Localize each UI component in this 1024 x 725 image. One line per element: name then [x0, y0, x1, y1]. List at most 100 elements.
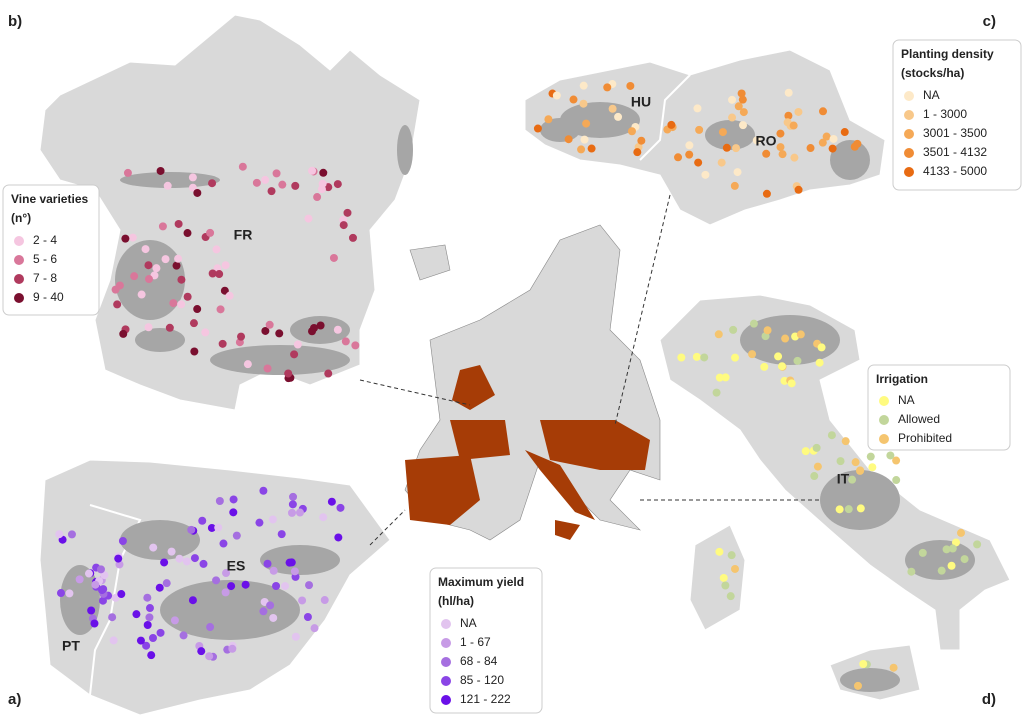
site-dot	[853, 681, 862, 690]
site-dot	[892, 476, 901, 485]
legend-label: 1 - 67	[460, 635, 491, 649]
map-shapes	[39, 14, 1011, 716]
site-dot	[206, 623, 215, 632]
site-dot	[161, 255, 170, 264]
site-dot	[694, 158, 703, 167]
panel-label: c)	[983, 13, 996, 30]
site-dot	[714, 330, 723, 339]
site-dot	[136, 636, 145, 645]
site-dot	[167, 547, 176, 556]
site-dot	[749, 319, 758, 328]
legend-label: NA	[460, 616, 477, 630]
site-dot	[241, 580, 250, 589]
site-dot	[145, 613, 154, 622]
site-dot	[144, 261, 153, 270]
site-dot	[783, 118, 792, 127]
site-dot	[313, 193, 322, 202]
site-dot	[310, 324, 319, 333]
site-dot	[828, 144, 837, 153]
site-dot	[118, 536, 127, 545]
site-dot	[812, 443, 821, 452]
site-dot	[813, 462, 822, 471]
site-dot	[278, 180, 287, 189]
site-dot	[303, 612, 312, 621]
site-dot	[701, 170, 710, 179]
legend-label: NA	[923, 88, 940, 102]
site-dot	[336, 503, 345, 512]
site-dot	[667, 120, 676, 129]
site-dot	[163, 181, 172, 190]
site-dot	[564, 135, 573, 144]
site-dot	[132, 610, 141, 619]
site-dot	[172, 261, 181, 270]
site-dot	[886, 451, 895, 460]
site-dot	[128, 233, 137, 242]
site-dot	[835, 505, 844, 514]
site-dot	[208, 269, 217, 278]
site-dot	[817, 343, 826, 352]
site-dot	[189, 319, 198, 328]
site-dot	[175, 554, 184, 563]
site-dot	[177, 300, 186, 309]
site-dot	[732, 144, 741, 153]
site-dot	[324, 369, 333, 378]
site-dot	[818, 138, 827, 147]
site-dot	[784, 111, 793, 120]
site-dot	[212, 576, 221, 585]
site-dot	[787, 379, 796, 388]
legend-swatch	[904, 129, 914, 139]
site-dot	[65, 589, 74, 598]
site-dot	[777, 362, 786, 371]
site-dot	[188, 596, 197, 605]
site-dot	[577, 145, 586, 154]
site-dot	[165, 323, 174, 332]
site-dot	[215, 270, 224, 279]
site-dot	[918, 548, 927, 557]
site-dot	[827, 431, 836, 440]
site-dot	[674, 153, 683, 162]
panel-label: a)	[8, 691, 21, 708]
site-dot	[685, 150, 694, 159]
site-dot	[637, 136, 646, 145]
site-dot	[603, 83, 612, 92]
site-dot	[848, 475, 857, 484]
site-dot	[255, 518, 264, 527]
legend-unit: (hl/ha)	[438, 594, 474, 608]
site-dot	[290, 350, 299, 359]
site-dot	[121, 234, 130, 243]
legend-label: 1 - 3000	[923, 107, 967, 121]
site-dot	[774, 352, 783, 361]
site-dot	[99, 585, 108, 594]
legend: Maximum yield (hl/ha) NA 1 - 67 68 - 84 85 - …	[429, 567, 543, 714]
site-dot	[776, 129, 785, 138]
site-dot	[840, 128, 849, 137]
site-dot	[739, 121, 748, 130]
sites	[55, 80, 982, 690]
site-dot	[98, 596, 107, 605]
site-dot	[268, 515, 277, 524]
site-dot	[693, 104, 702, 113]
site-dot	[123, 168, 132, 177]
site-dot	[717, 158, 726, 167]
sardinia	[689, 524, 746, 631]
site-dot	[552, 91, 561, 100]
site-dot	[341, 337, 350, 346]
site-dot	[298, 596, 307, 605]
site-dot	[319, 513, 328, 522]
site-dot	[973, 540, 982, 549]
site-dot	[238, 162, 247, 171]
site-dot	[237, 332, 246, 341]
site-dot	[272, 581, 281, 590]
site-dot	[737, 89, 746, 98]
site-dot	[730, 181, 739, 190]
site-dot	[188, 173, 197, 182]
site-dot	[818, 107, 827, 116]
site-dot	[96, 565, 105, 574]
site-dot	[149, 543, 158, 552]
site-dot	[692, 352, 701, 361]
panel-label: b)	[8, 13, 22, 30]
site-dot	[762, 189, 771, 198]
site-dot	[295, 508, 304, 517]
legend-box	[429, 567, 543, 714]
site-dot	[113, 300, 122, 309]
